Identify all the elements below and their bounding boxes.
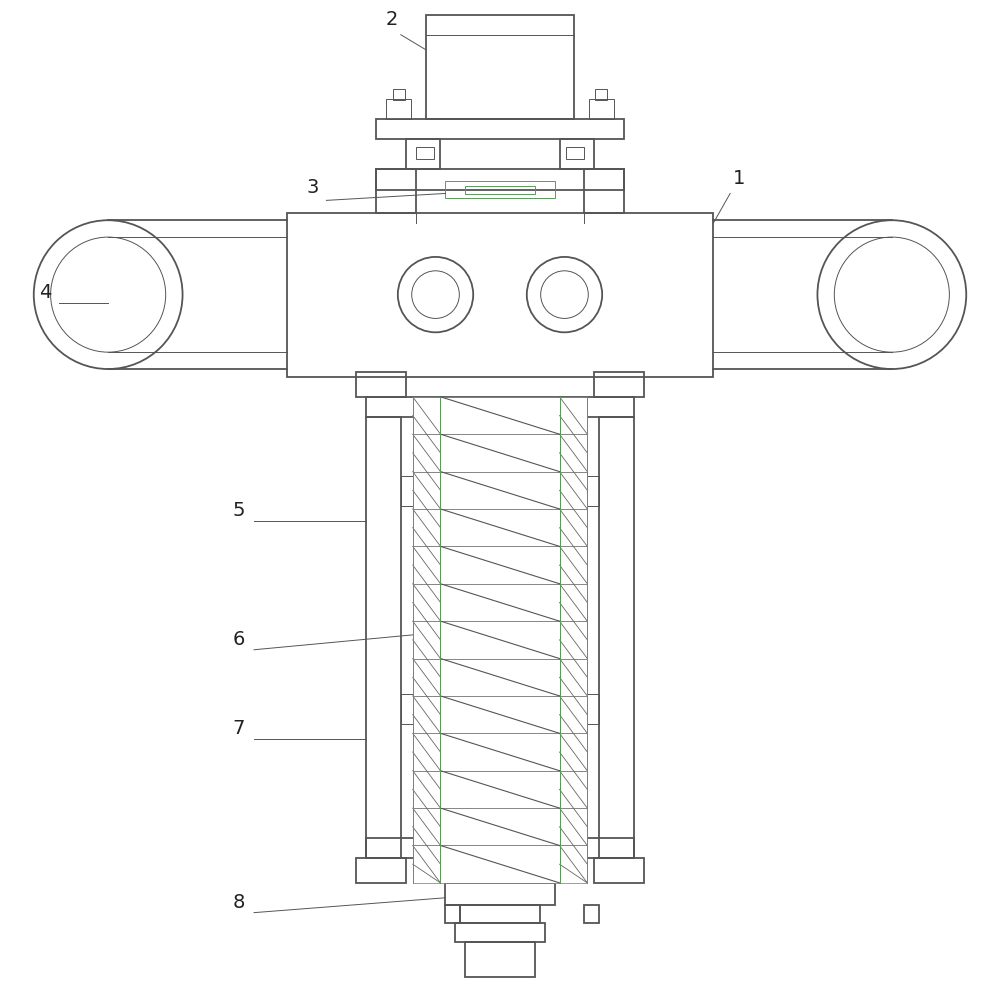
Bar	[595, 89, 607, 100]
Bar	[376, 169, 416, 213]
Bar	[426, 15, 574, 119]
Text: 1: 1	[733, 169, 745, 187]
Bar	[584, 905, 599, 923]
Bar	[445, 883, 555, 905]
Bar	[376, 119, 624, 139]
Text: 2: 2	[386, 10, 398, 29]
Bar	[416, 147, 434, 159]
Bar	[584, 169, 624, 213]
Bar	[594, 372, 644, 397]
Bar	[599, 417, 634, 858]
Bar	[587, 694, 599, 724]
Bar	[366, 838, 634, 858]
Bar	[393, 89, 405, 100]
Bar	[566, 147, 584, 159]
Text: 4: 4	[39, 283, 51, 302]
Bar	[356, 858, 406, 883]
Bar	[465, 186, 535, 194]
Text: 3: 3	[307, 179, 319, 197]
Bar	[376, 169, 624, 190]
Bar	[560, 139, 594, 169]
Bar	[460, 905, 540, 923]
Text: 8: 8	[232, 893, 245, 912]
Bar	[589, 99, 614, 119]
Bar	[587, 476, 599, 506]
Bar	[366, 417, 401, 858]
Bar	[594, 858, 644, 883]
Bar	[406, 139, 440, 169]
Bar	[465, 942, 535, 977]
Bar	[413, 397, 440, 883]
Bar	[455, 923, 545, 942]
Text: 7: 7	[232, 719, 245, 738]
Bar	[440, 397, 560, 883]
Bar	[445, 905, 460, 923]
Bar	[401, 476, 413, 506]
Bar	[401, 694, 413, 724]
Text: 5: 5	[232, 501, 245, 520]
Bar	[386, 99, 411, 119]
Bar	[445, 181, 555, 198]
Bar	[356, 372, 406, 397]
Text: 6: 6	[232, 630, 245, 649]
Bar	[366, 397, 634, 417]
Bar	[560, 397, 587, 883]
Bar	[287, 213, 713, 377]
